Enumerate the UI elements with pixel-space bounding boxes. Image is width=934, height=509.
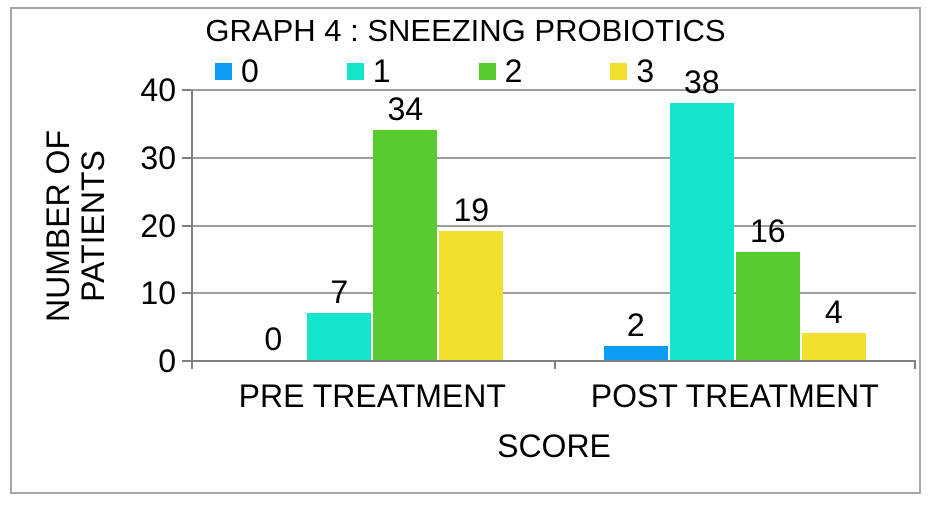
chart-title: GRAPH 4 : SNEEZING PROBIOTICS <box>205 13 726 48</box>
x-tick-0 <box>191 361 193 369</box>
legend-label: 3 <box>636 53 655 89</box>
y-axis-title-line-2: PATIENTS <box>75 149 111 302</box>
legend-item-2: 2 <box>478 53 523 89</box>
chart-legend: 0 1 2 3 <box>215 55 654 87</box>
legend-label: 1 <box>372 53 391 89</box>
bar-value-label: 19 <box>453 192 490 229</box>
x-tick-1 <box>553 361 556 369</box>
y-tick-20 <box>182 224 191 227</box>
x-axis-title: SCORE <box>497 428 611 464</box>
bar-post-treatment-score-2 <box>735 251 800 360</box>
legend-swatch-icon <box>610 62 628 80</box>
legend-swatch-icon <box>215 62 232 80</box>
y-tick-label-10: 10 <box>140 275 176 312</box>
bar-post-treatment-score-0 <box>603 346 668 360</box>
bar-post-treatment-score-1 <box>669 102 734 360</box>
bar-pre-treatment-score-2 <box>373 129 438 360</box>
y-tick-40 <box>182 89 191 91</box>
bar-value-label: 7 <box>330 273 349 310</box>
bar-value-label: 0 <box>264 321 283 357</box>
y-axis-line <box>191 90 193 368</box>
legend-label: 0 <box>241 53 259 89</box>
bar-post-treatment-score-3 <box>801 332 866 360</box>
y-tick-label-40: 40 <box>140 72 176 108</box>
legend-item-1: 1 <box>346 53 391 89</box>
plot-area: 0 7 34 19 2 38 16 4 <box>182 66 916 369</box>
y-tick-label-20: 20 <box>140 207 176 244</box>
legend-swatch-icon <box>346 62 364 80</box>
legend-label: 2 <box>504 53 523 89</box>
bar-pre-treatment-score-1 <box>307 312 372 360</box>
gridline-20 <box>191 224 916 227</box>
legend-swatch-icon <box>478 62 496 80</box>
gridline-40 <box>191 89 916 91</box>
y-tick-0 <box>182 360 191 362</box>
bar-value-label: 38 <box>683 63 720 100</box>
bar-value-label: 34 <box>387 90 424 127</box>
legend-item-3: 3 <box>610 55 654 87</box>
y-axis-title-line-1: NUMBER OF <box>40 129 76 322</box>
bar-value-label: 2 <box>626 307 645 344</box>
y-axis-title: NUMBER OF PATIENTS <box>40 129 111 322</box>
y-tick-10 <box>182 292 191 295</box>
x-category-post-treatment: POST TREATMENT <box>590 378 879 414</box>
gridline-30 <box>191 156 916 159</box>
gridline-10 <box>191 292 916 295</box>
x-tick-2 <box>914 361 916 369</box>
y-tick-label-0: 0 <box>158 343 176 379</box>
bar-value-label: 16 <box>749 212 786 249</box>
legend-item-0: 0 <box>215 55 259 87</box>
bar-pre-treatment-score-3 <box>439 231 504 360</box>
x-category-pre-treatment: PRE TREATMENT <box>238 378 506 414</box>
y-tick-label-30: 30 <box>140 139 176 176</box>
bar-value-label: 4 <box>824 293 843 330</box>
y-tick-30 <box>182 156 191 159</box>
